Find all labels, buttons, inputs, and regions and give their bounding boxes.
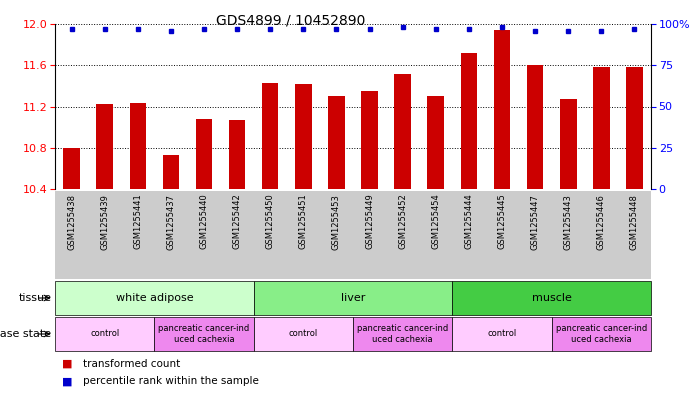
Bar [461, 53, 477, 189]
Bar [527, 65, 543, 189]
Bar [55, 317, 154, 351]
Text: GSM1255443: GSM1255443 [564, 194, 573, 250]
Text: GSM1255445: GSM1255445 [498, 194, 507, 250]
Text: white adipose: white adipose [115, 293, 193, 303]
Text: GSM1255440: GSM1255440 [200, 194, 209, 250]
Text: GSM1255453: GSM1255453 [332, 194, 341, 250]
Bar [361, 91, 378, 189]
Text: muscle: muscle [532, 293, 571, 303]
Text: GSM1255438: GSM1255438 [67, 194, 76, 250]
Bar [453, 317, 551, 351]
Bar [229, 120, 245, 189]
Text: GSM1255454: GSM1255454 [431, 194, 440, 250]
Text: GSM1255450: GSM1255450 [266, 194, 275, 250]
Text: control: control [289, 329, 318, 338]
Text: GSM1255446: GSM1255446 [597, 194, 606, 250]
Text: ■: ■ [62, 359, 73, 369]
Bar [328, 96, 345, 189]
Text: GSM1255442: GSM1255442 [233, 194, 242, 250]
Bar [129, 103, 146, 189]
Text: GSM1255439: GSM1255439 [100, 194, 109, 250]
Text: ■: ■ [62, 376, 73, 386]
Text: pancreatic cancer-ind
uced cachexia: pancreatic cancer-ind uced cachexia [357, 324, 448, 344]
Text: GDS4899 / 10452890: GDS4899 / 10452890 [216, 14, 365, 28]
Text: percentile rank within the sample: percentile rank within the sample [83, 376, 258, 386]
Text: GSM1255441: GSM1255441 [133, 194, 142, 250]
Bar [55, 281, 254, 315]
Text: GSM1255451: GSM1255451 [299, 194, 307, 250]
Text: tissue: tissue [19, 293, 52, 303]
Bar [254, 317, 353, 351]
Bar [154, 317, 254, 351]
Bar [626, 67, 643, 189]
Bar [494, 30, 510, 189]
Bar [162, 155, 179, 189]
Text: GSM1255444: GSM1255444 [464, 194, 473, 250]
Text: transformed count: transformed count [83, 359, 180, 369]
Bar [551, 317, 651, 351]
Bar [560, 99, 576, 189]
Text: GSM1255448: GSM1255448 [630, 194, 639, 250]
Bar [593, 67, 609, 189]
Bar [96, 105, 113, 189]
Bar [428, 96, 444, 189]
Bar [262, 83, 278, 189]
Text: GSM1255452: GSM1255452 [398, 194, 407, 250]
Text: GSM1255449: GSM1255449 [365, 194, 374, 250]
Bar [353, 317, 453, 351]
Bar [395, 73, 411, 189]
Bar [196, 119, 212, 189]
Text: control: control [90, 329, 120, 338]
Bar [64, 148, 80, 189]
Text: pancreatic cancer-ind
uced cachexia: pancreatic cancer-ind uced cachexia [158, 324, 249, 344]
Bar [254, 281, 453, 315]
Bar [453, 281, 651, 315]
Text: pancreatic cancer-ind
uced cachexia: pancreatic cancer-ind uced cachexia [556, 324, 647, 344]
Text: control: control [487, 329, 517, 338]
Text: liver: liver [341, 293, 365, 303]
Text: GSM1255437: GSM1255437 [167, 194, 176, 250]
Text: disease state: disease state [0, 329, 52, 339]
Text: GSM1255447: GSM1255447 [531, 194, 540, 250]
Bar [295, 84, 312, 189]
